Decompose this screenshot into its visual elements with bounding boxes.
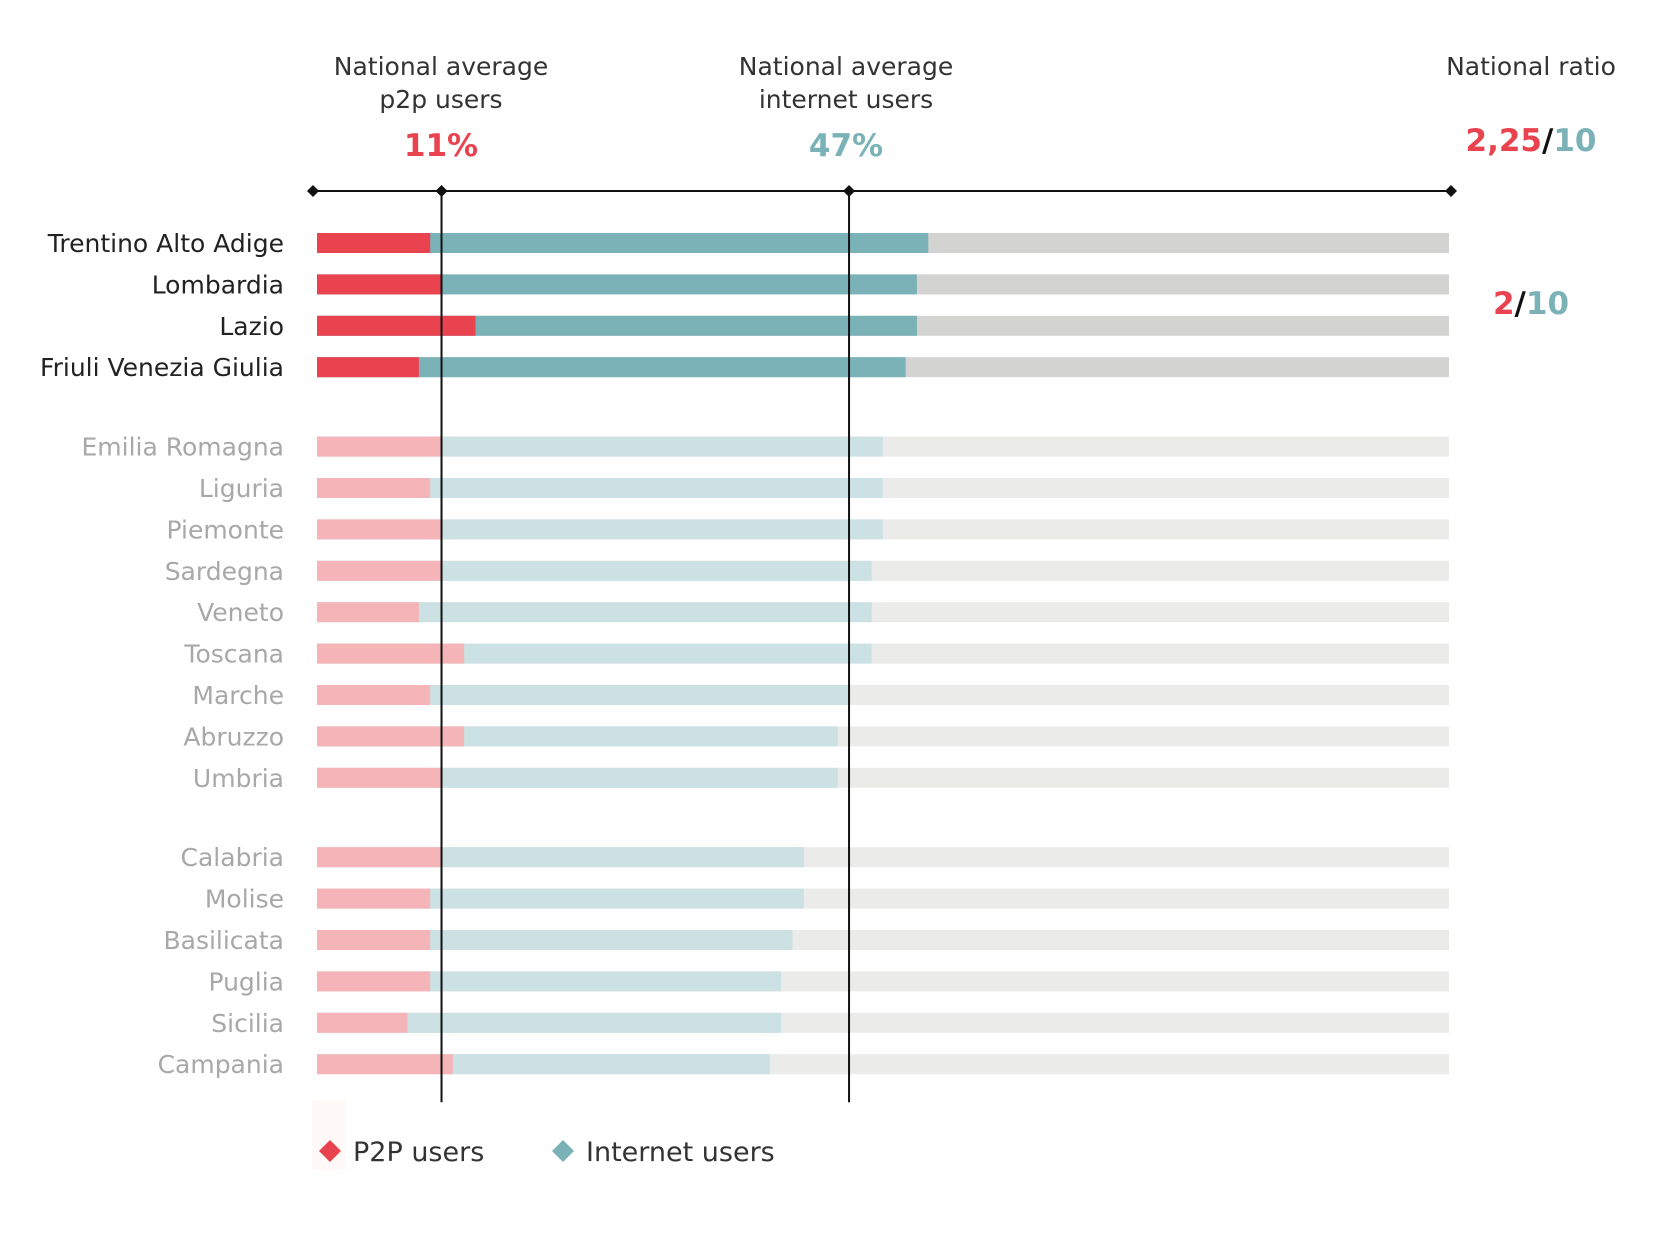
reference-marker-p2p-average — [435, 185, 448, 197]
category-label-lazio: Lazio — [219, 312, 284, 341]
category-label-sicilia: Sicilia — [211, 1009, 284, 1038]
bar-p2p-trentino-alto-adige — [317, 233, 431, 253]
bar-p2p-basilicata — [317, 930, 431, 950]
category-label-lombardia: Lombardia — [152, 270, 284, 299]
national-ratio-value: 2,25/10 — [1466, 123, 1597, 159]
bar-p2p-emilia-romagna — [317, 436, 442, 457]
internet-average-title-line1: National average — [739, 52, 953, 81]
bar-internet-marche — [317, 685, 850, 705]
legend-internet-label: Internet users — [586, 1137, 775, 1168]
legend-internet-icon — [552, 1140, 574, 1162]
bar-p2p-toscana — [317, 643, 465, 664]
bar-p2p-liguria — [317, 478, 431, 498]
category-label-molise: Molise — [205, 885, 284, 914]
bar-internet-molise — [317, 888, 804, 909]
internet-average-title-line2: internet users — [759, 85, 933, 114]
group-ratio-numerator: 2 — [1493, 286, 1515, 322]
bar-p2p-sicilia — [317, 1012, 408, 1033]
p2p-average-title-line1: National average — [334, 52, 548, 81]
bar-p2p-lombardia — [317, 274, 442, 295]
bar-p2p-lazio — [317, 315, 476, 336]
bar-p2p-veneto — [317, 602, 419, 623]
bar-p2p-umbria — [317, 767, 442, 788]
p2p-average-value: 11% — [404, 128, 478, 164]
bar-internet-puglia — [317, 971, 782, 992]
bar-p2p-puglia — [317, 971, 431, 992]
scale-axis-end-marker — [1445, 185, 1457, 197]
bar-internet-sardegna — [317, 560, 872, 581]
reference-marker-internet-average — [843, 185, 856, 197]
category-label-marche: Marche — [192, 681, 284, 710]
bar-internet-liguria — [317, 478, 883, 498]
category-label-liguria: Liguria — [199, 474, 284, 503]
bar-p2p-molise — [317, 888, 431, 909]
group-ratio-separator: / — [1515, 286, 1527, 322]
bar-p2p-marche — [317, 685, 431, 705]
bars-layer — [317, 233, 1449, 1075]
bar-p2p-sardegna — [317, 560, 442, 581]
bar-internet-basilicata — [317, 930, 793, 950]
bar-internet-veneto — [317, 602, 872, 623]
category-label-piemonte: Piemonte — [166, 515, 284, 544]
group-ratio-value: 2/10 — [1493, 286, 1569, 322]
category-label-basilicata: Basilicata — [163, 926, 284, 955]
bar-p2p-campania — [317, 1054, 453, 1075]
bar-p2p-piemonte — [317, 519, 442, 540]
legend-p2p-icon — [319, 1140, 341, 1162]
national-ratio-separator: / — [1542, 123, 1554, 159]
p2p-average-title-line2: p2p users — [379, 85, 502, 114]
bar-internet-lombardia — [317, 274, 917, 295]
category-label-sardegna: Sardegna — [165, 557, 284, 586]
reference-lines-layer — [435, 185, 856, 1103]
category-label-friuli-venezia-giulia: Friuli Venezia Giulia — [40, 353, 284, 382]
bar-p2p-calabria — [317, 847, 442, 868]
category-label-abruzzo: Abruzzo — [183, 722, 284, 751]
bar-internet-friuli-venezia-giulia — [317, 357, 906, 378]
group-ratio-denominator: 10 — [1526, 286, 1569, 322]
category-label-umbria: Umbria — [193, 764, 284, 793]
legend-p2p-label: P2P users — [353, 1137, 484, 1168]
category-label-veneto: Veneto — [197, 598, 284, 627]
category-label-calabria: Calabria — [181, 843, 284, 872]
category-labels-layer: Trentino Alto Adige Lombardia Lazio Friuli … — [40, 229, 284, 1079]
category-label-trentino-alto-adige: Trentino Alto Adige — [47, 229, 284, 258]
national-ratio-denominator: 10 — [1553, 123, 1596, 159]
category-label-toscana: Toscana — [183, 640, 284, 669]
category-label-emilia-romagna: Emilia Romagna — [81, 433, 284, 462]
bar-internet-sicilia — [317, 1012, 782, 1033]
national-ratio-numerator: 2,25 — [1466, 123, 1543, 159]
category-label-puglia: Puglia — [208, 967, 284, 996]
bar-internet-emilia-romagna — [317, 436, 883, 457]
scale-axis-start-marker — [307, 185, 319, 197]
internet-average-value: 47% — [809, 128, 883, 164]
bar-p2p-friuli-venezia-giulia — [317, 357, 419, 378]
bar-internet-piemonte — [317, 519, 883, 540]
bar-internet-trentino-alto-adige — [317, 233, 929, 253]
bar-p2p-abruzzo — [317, 726, 465, 747]
bar-internet-umbria — [317, 767, 838, 788]
category-label-campania: Campania — [158, 1050, 284, 1079]
national-ratio-title: National ratio — [1446, 52, 1616, 81]
